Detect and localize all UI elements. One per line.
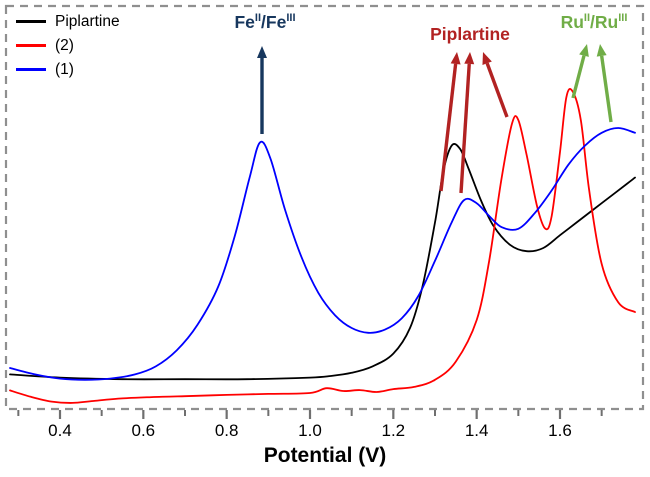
annotation-superscript: III: [286, 12, 296, 24]
annotation-arrowhead: [450, 52, 461, 65]
annotation-arrow: [571, 55, 586, 99]
annotation-text: Ru: [560, 11, 584, 32]
legend-line-swatch-blue: [16, 68, 46, 71]
legend-item-1: (1): [16, 59, 120, 80]
x-tick-label: 0.6: [132, 421, 156, 440]
legend-item-piplartine: Piplartine: [16, 11, 120, 32]
x-tick-label: 1.2: [382, 421, 406, 440]
curve-(2): [9, 88, 636, 404]
curve-(1): [9, 127, 636, 381]
x-tick-label: 1.0: [298, 421, 322, 440]
x-axis-title: Potential (V): [263, 444, 387, 467]
annotation-arrowhead: [464, 52, 475, 65]
annotation-arrow: [599, 55, 613, 123]
x-tick-label: 0.4: [48, 421, 72, 440]
x-tick-label: 0.8: [215, 421, 239, 440]
annotation-superscript: II: [583, 12, 591, 24]
annotation-arrowhead: [482, 52, 492, 65]
annotation-superscript: III: [618, 12, 628, 24]
annotation-arrowhead: [257, 46, 267, 58]
annotation-arrow: [459, 63, 471, 194]
annotation-text: Piplartine: [430, 23, 510, 44]
legend-label: (1): [55, 60, 74, 78]
annotation-arrow: [439, 63, 458, 192]
annotation-text: /Fe: [261, 11, 287, 32]
annotation-fe-couple: FeII/FeIII: [234, 12, 295, 32]
annotation-arrowhead: [596, 44, 607, 57]
legend-line-swatch-red: [16, 44, 46, 47]
legend-label: Piplartine: [55, 12, 120, 30]
annotation-ru-couple: RuII/RuIII: [561, 12, 628, 32]
legend: Piplartine (2) (1): [16, 11, 120, 80]
curve-Piplartine: [9, 143, 636, 381]
annotation-arrowhead: [579, 44, 589, 57]
annotation-piplartine: Piplartine: [430, 24, 510, 44]
legend-line-swatch-black: [16, 20, 46, 23]
annotation-text: Fe: [234, 11, 255, 32]
plot-frame: [4, 4, 645, 411]
annotation-superscript: II: [254, 12, 262, 24]
annotation-text: /Ru: [590, 11, 619, 32]
x-tick-label: 1.6: [548, 421, 572, 440]
x-tick-label: 1.4: [465, 421, 489, 440]
annotation-arrow: [485, 62, 509, 118]
legend-label: (2): [55, 36, 74, 54]
legend-item-2: (2): [16, 35, 120, 56]
